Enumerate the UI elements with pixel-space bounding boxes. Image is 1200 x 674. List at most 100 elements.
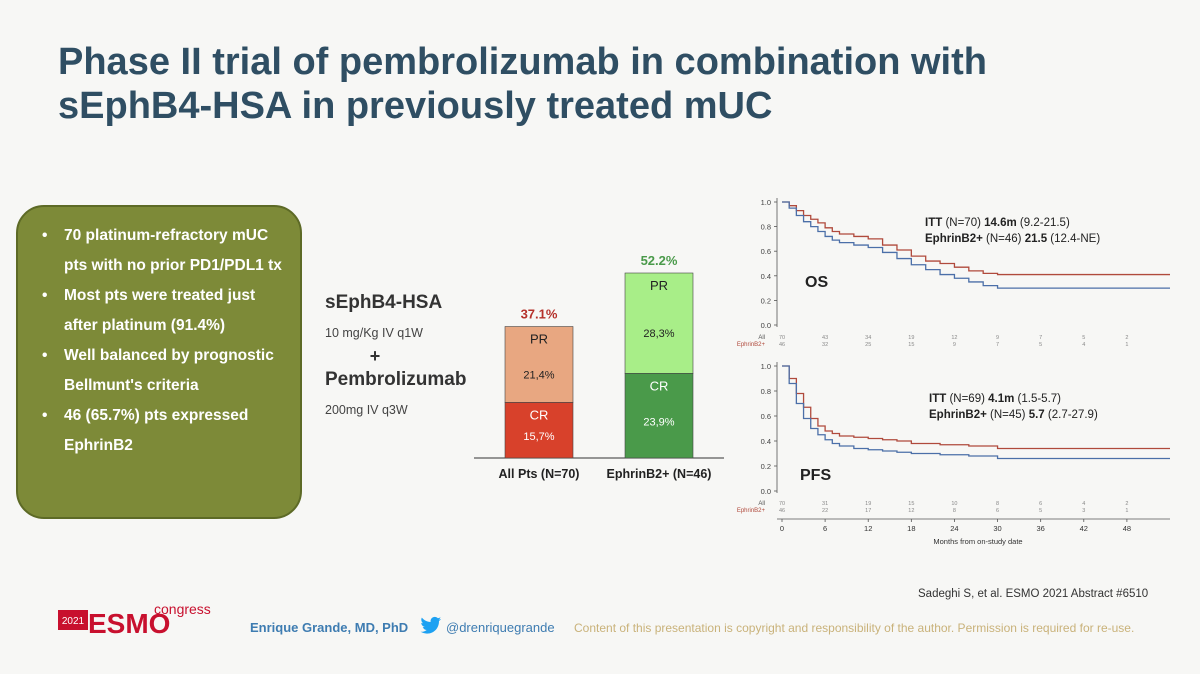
slide-title: Phase II trial of pembrolizumab in combi… bbox=[58, 40, 1058, 128]
bar-series-label: PR bbox=[530, 332, 548, 347]
km-y-tick-label: 0.4 bbox=[761, 272, 771, 281]
km-risk-count: 12 bbox=[908, 508, 914, 514]
km-risk-count: 17 bbox=[865, 508, 871, 514]
km-x-tick-label: 48 bbox=[1123, 524, 1131, 533]
km-risk-count: 5 bbox=[1039, 342, 1042, 348]
bar-series-label: CR bbox=[530, 407, 549, 422]
slide-title-line2: sEphB4-HSA in previously treated mUC bbox=[58, 85, 773, 127]
logo-year-badge bbox=[58, 610, 88, 630]
km-annotation-part: 14.6m bbox=[984, 217, 1017, 229]
bar-series-label: PR bbox=[650, 278, 668, 293]
km-risk-count: 1 bbox=[1125, 508, 1128, 514]
km-annotation-part: (2.7-27.9) bbox=[1045, 409, 1098, 421]
km-median-annotation: EphrinB2+ (N=45) 5.7 (2.7-27.9) bbox=[929, 409, 1098, 421]
km-x-tick-label: 36 bbox=[1036, 524, 1044, 533]
bar-cr-0 bbox=[504, 402, 574, 459]
km-risk-count: 31 bbox=[822, 501, 828, 507]
km-risk-count: 3 bbox=[1082, 508, 1085, 514]
km-risk-count: 15 bbox=[908, 501, 914, 507]
km-y-tick-label: 0.0 bbox=[761, 321, 771, 330]
km-median-annotation: EphrinB2+ (N=46) 21.5 (12.4-NE) bbox=[925, 233, 1100, 245]
km-y-tick-label: 0.2 bbox=[761, 462, 771, 471]
km-annotation-part: (9.2-21.5) bbox=[1017, 217, 1070, 229]
km-x-axis-title: Months from on-study date bbox=[933, 537, 1022, 546]
km-median-annotation: ITT (N=70) 14.6m (9.2-21.5) bbox=[925, 217, 1070, 229]
km-risk-count: 43 bbox=[822, 335, 828, 341]
drug-2-name: Pembrolizumab bbox=[325, 369, 467, 390]
km-risk-count: 2 bbox=[1125, 335, 1128, 341]
presenter-name: Enrique Grande, MD, PhD bbox=[250, 620, 409, 635]
km-annotation-part: (N=70) bbox=[942, 217, 984, 229]
km-y-tick-label: 0.2 bbox=[761, 296, 771, 305]
km-y-tick-label: 0.8 bbox=[761, 223, 771, 232]
summary-bullet-box: 70 platinum-refractory mUC pts with no p… bbox=[16, 205, 302, 519]
bullet-item: Well balanced by prognostic Bellmunt's c… bbox=[38, 341, 284, 401]
km-risk-count: 70 bbox=[779, 335, 785, 341]
km-risk-count: 9 bbox=[996, 335, 999, 341]
bar-series-label: CR bbox=[650, 378, 669, 393]
km-y-tick-label: 0.0 bbox=[761, 487, 771, 496]
km-y-tick-label: 0.4 bbox=[761, 437, 771, 446]
km-x-tick-label: 30 bbox=[993, 524, 1001, 533]
copyright-notice: Content of this presentation is copyrigh… bbox=[574, 621, 1135, 635]
km-annotation-part: (N=46) bbox=[983, 233, 1025, 245]
bar-value-label: 23,9% bbox=[643, 417, 674, 429]
km-annotation-part: 4.1m bbox=[988, 393, 1014, 405]
km-risk-count: 5 bbox=[1039, 508, 1042, 514]
treatment-regimen: sEphB4-HSA 10 mg/Kg IV q1W + Pembrolizum… bbox=[325, 292, 485, 417]
km-annotation-part: (1.5-5.7) bbox=[1014, 393, 1061, 405]
km-annotation-part: (N=69) bbox=[946, 393, 988, 405]
bar-value-label: 21,4% bbox=[523, 369, 554, 381]
km-curve-all bbox=[782, 201, 1170, 289]
esmo-congress-logo: 2021 ESMO congress bbox=[58, 601, 211, 638]
logo-congress: congress bbox=[154, 601, 211, 617]
km-risk-count: 5 bbox=[1082, 335, 1085, 341]
km-risk-count: 6 bbox=[1039, 501, 1042, 507]
summary-bullets: 70 platinum-refractory mUC pts with no p… bbox=[38, 221, 284, 461]
logo-year: 2021 bbox=[62, 616, 85, 627]
km-annotation-part: (N=45) bbox=[987, 409, 1029, 421]
km-risk-count: 7 bbox=[1039, 335, 1042, 341]
km-risk-count: 10 bbox=[951, 501, 957, 507]
slide-title-line1: Phase II trial of pembrolizumab in combi… bbox=[58, 41, 987, 83]
km-annotation-part: 5.7 bbox=[1029, 409, 1045, 421]
km-x-tick-label: 18 bbox=[907, 524, 915, 533]
km-risk-row-label: EphrinB2+ bbox=[737, 342, 766, 348]
km-risk-count: 22 bbox=[822, 508, 828, 514]
km-y-tick-label: 0.8 bbox=[761, 387, 771, 396]
bar-value-label: 28,3% bbox=[643, 328, 674, 340]
bar-pr-0 bbox=[504, 326, 574, 403]
km-curve-all bbox=[782, 365, 1170, 460]
km-risk-count: 34 bbox=[865, 335, 871, 341]
bar-total-label: 52.2% bbox=[641, 253, 678, 268]
km-median-annotation: ITT (N=69) 4.1m (1.5-5.7) bbox=[929, 393, 1061, 405]
response-rate-bar-chart: CR 15,7% PR 21,4% 37.1% All Pts (N=70) CR 23,9%… bbox=[474, 253, 724, 481]
km-risk-row-label: All bbox=[758, 501, 765, 507]
km-risk-count: 2 bbox=[1125, 501, 1128, 507]
km-x-tick-label: 6 bbox=[823, 524, 827, 533]
km-risk-row-label: All bbox=[758, 335, 765, 341]
km-risk-count: 15 bbox=[908, 342, 914, 348]
bar-total-label: 37.1% bbox=[521, 307, 558, 322]
km-risk-count: 70 bbox=[779, 501, 785, 507]
os-km-chart: 0.0 0.2 0.4 0.6 0.8 1.0 OS ITT (N=70) 14.6m (9.… bbox=[737, 198, 1170, 348]
km-x-tick-label: 0 bbox=[780, 524, 784, 533]
twitter-handle[interactable]: @drenriquegrande bbox=[446, 620, 555, 635]
bullet-item: Most pts were treated just after platinu… bbox=[38, 281, 284, 341]
km-risk-count: 1 bbox=[1125, 342, 1128, 348]
km-annotation-part: ITT bbox=[925, 217, 942, 229]
km-risk-count: 4 bbox=[1082, 342, 1085, 348]
bar-category-label: EphrinB2+ (N=46) bbox=[607, 467, 712, 481]
km-endpoint-label: PFS bbox=[800, 467, 831, 484]
km-annotation-part: EphrinB2+ bbox=[929, 409, 987, 421]
km-y-tick-label: 1.0 bbox=[761, 198, 771, 207]
km-risk-count: 6 bbox=[996, 508, 999, 514]
bar-pr-1 bbox=[624, 272, 694, 374]
km-risk-count: 12 bbox=[951, 335, 957, 341]
twitter-bird-icon bbox=[420, 616, 442, 634]
km-curve-ephrinb2 bbox=[782, 201, 1170, 276]
km-risk-count: 32 bbox=[822, 342, 828, 348]
km-x-tick-label: 24 bbox=[950, 524, 958, 533]
bullet-item: 70 platinum-refractory mUC pts with no p… bbox=[38, 221, 284, 281]
km-annotation-part: EphrinB2+ bbox=[925, 233, 983, 245]
